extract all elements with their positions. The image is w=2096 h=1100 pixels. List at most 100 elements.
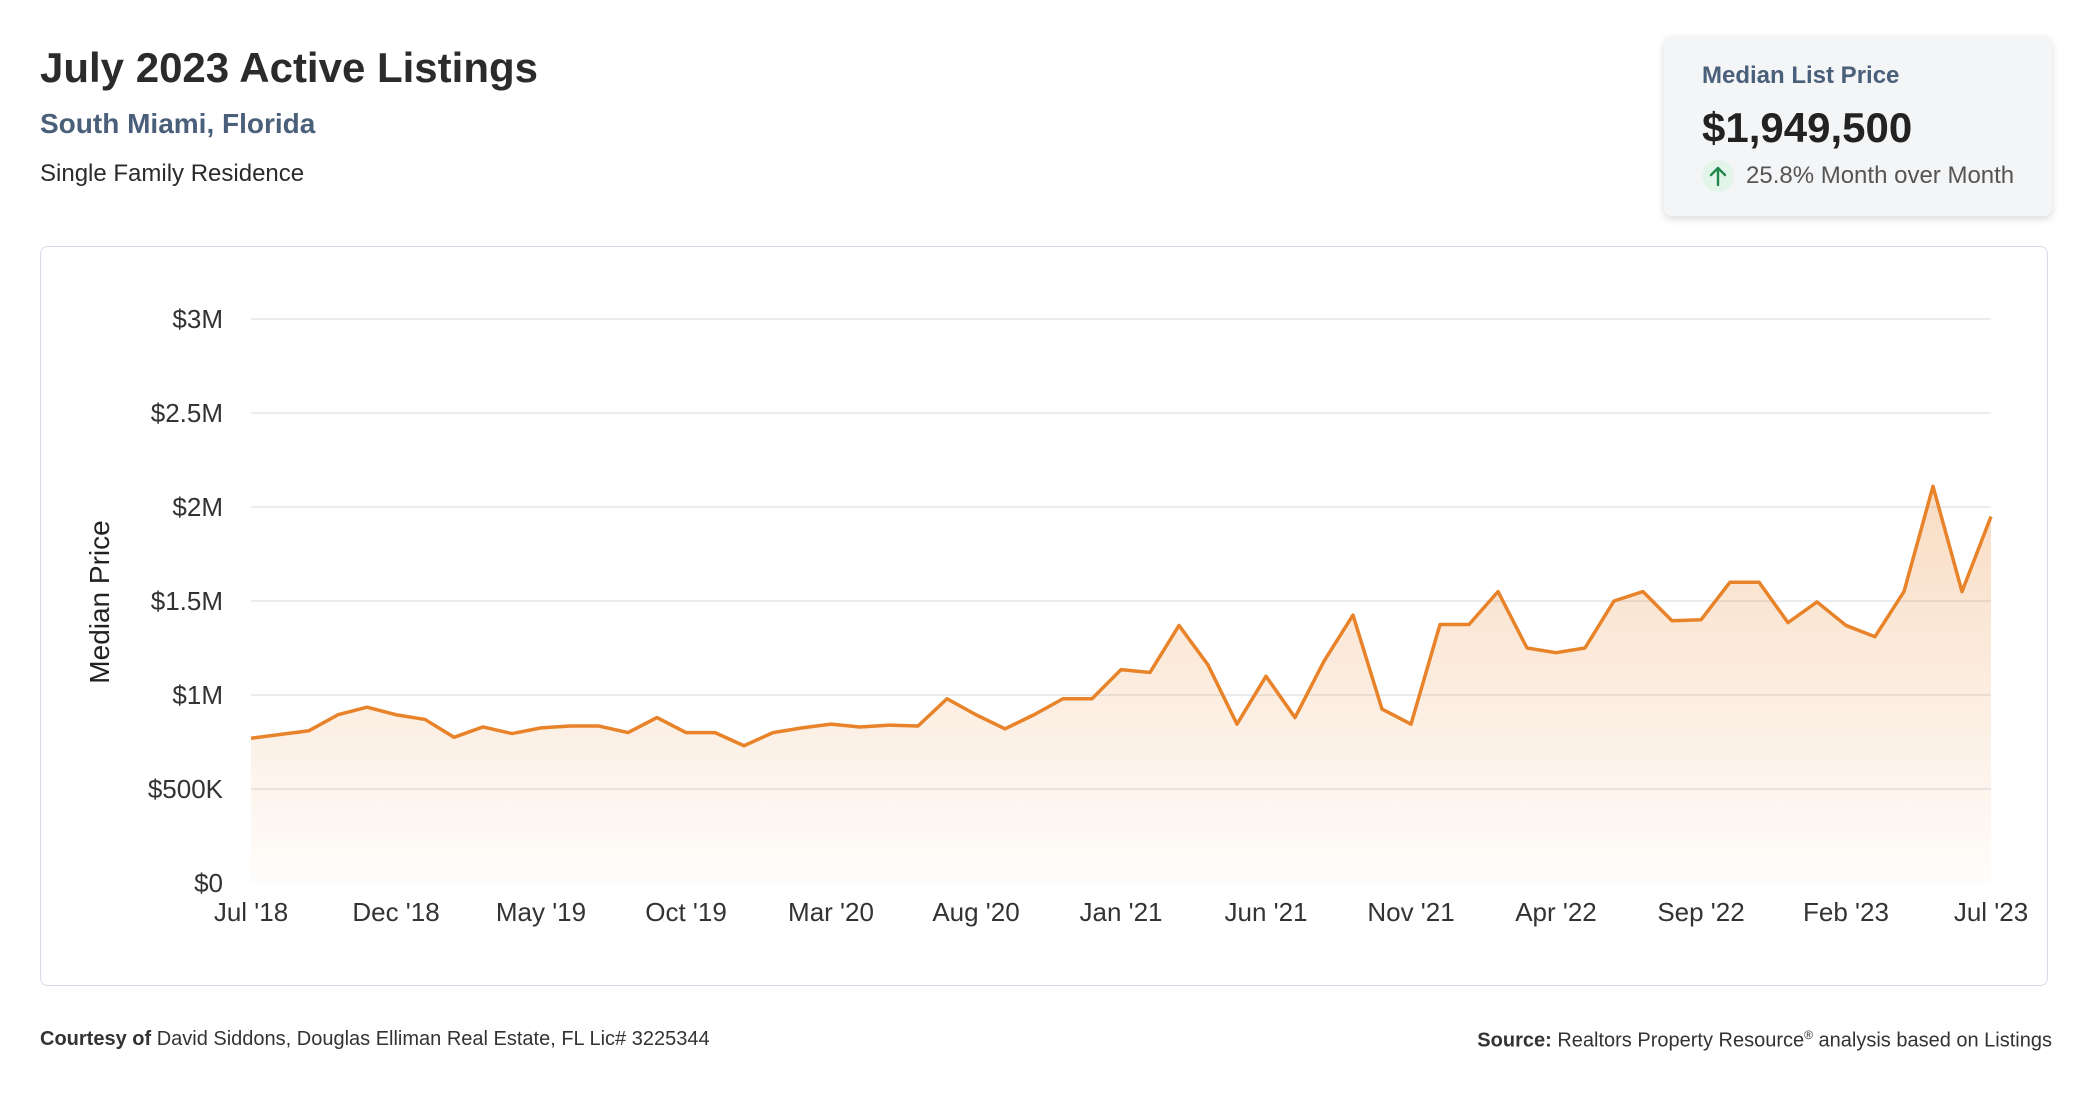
data-point <box>1640 589 1646 595</box>
x-tick-label: Dec '18 <box>352 897 439 927</box>
data-point <box>1205 662 1211 668</box>
y-tick-label: $3M <box>172 304 223 334</box>
data-point <box>1901 589 1907 595</box>
data-point <box>248 735 254 741</box>
change-text: 25.8% Month over Month <box>1746 162 2015 189</box>
data-point <box>886 722 892 728</box>
x-tick-label: Jun '21 <box>1224 897 1307 927</box>
data-point <box>1582 645 1588 651</box>
courtesy-footer: Courtesy of David Siddons, Douglas Ellim… <box>40 1028 710 1051</box>
source-suffix: analysis based on Listings <box>1812 1029 2053 1052</box>
data-point <box>538 725 544 731</box>
data-point <box>1495 589 1501 595</box>
data-point <box>1176 622 1182 628</box>
data-point <box>1321 658 1327 664</box>
price-series-line <box>250 484 1993 748</box>
page-title: July 2023 Active Listings <box>40 44 538 91</box>
median-price-card: Median List Price $1,949,500 25.8% Month… <box>1664 36 2052 216</box>
data-point <box>1437 622 1443 628</box>
data-point <box>567 723 573 729</box>
data-point <box>1553 650 1559 656</box>
data-point <box>1959 589 1965 595</box>
data-point <box>306 728 312 734</box>
y-tick-label: $1.5M <box>151 586 223 616</box>
data-point <box>1843 622 1849 628</box>
month-over-month-change: 25.8% Month over Month <box>1702 160 2014 192</box>
median-price-value: $1,949,500 <box>1702 104 1913 151</box>
data-point <box>1060 696 1066 702</box>
data-point <box>1930 483 1936 489</box>
data-point <box>1118 667 1124 673</box>
data-point <box>944 696 950 702</box>
y-tick-label: $2M <box>172 492 223 522</box>
data-point <box>683 730 689 736</box>
arrow-up-icon <box>1702 160 1734 192</box>
data-point <box>422 716 428 722</box>
x-tick-label: May '19 <box>496 897 586 927</box>
data-point <box>1756 579 1762 585</box>
data-point <box>335 712 341 718</box>
data-point <box>915 723 921 729</box>
median-price-label: Median List Price <box>1702 62 1900 89</box>
data-point <box>712 730 718 736</box>
price-area-fill <box>251 486 1991 883</box>
source-text: Realtors Property Resource <box>1557 1029 1805 1052</box>
data-point <box>1785 620 1791 626</box>
x-tick-label: Jul '18 <box>214 897 288 927</box>
data-point <box>451 734 457 740</box>
x-tick-label: Aug '20 <box>932 897 1019 927</box>
x-tick-label: Feb '23 <box>1803 897 1889 927</box>
source-footer: Source: Realtors Property Resource® anal… <box>1477 1028 2052 1053</box>
data-point <box>1872 634 1878 640</box>
x-tick-label: Jan '21 <box>1079 897 1162 927</box>
data-point <box>770 730 776 736</box>
data-point <box>625 730 631 736</box>
data-point <box>857 724 863 730</box>
data-point <box>1408 721 1414 727</box>
x-tick-label: Sep '22 <box>1657 897 1744 927</box>
data-point <box>799 725 805 731</box>
y-tick-label: $500K <box>148 774 224 804</box>
property-type-label: Single Family Residence <box>40 160 305 187</box>
x-tick-label: Mar '20 <box>788 897 874 927</box>
x-tick-label: Oct '19 <box>645 897 727 927</box>
x-tick-label: Nov '21 <box>1367 897 1454 927</box>
data-point <box>1669 618 1675 624</box>
data-point <box>277 731 283 737</box>
data-point <box>1814 599 1820 605</box>
courtesy-text: David Siddons, Douglas Elliman Real Esta… <box>156 1028 710 1050</box>
data-point <box>364 704 370 710</box>
data-point <box>480 724 486 730</box>
data-point <box>1031 712 1037 718</box>
data-point <box>1698 617 1704 623</box>
data-point <box>1292 715 1298 721</box>
data-point <box>654 715 660 721</box>
data-point <box>1466 622 1472 628</box>
data-point <box>393 712 399 718</box>
data-point <box>1002 726 1008 732</box>
data-point <box>1379 706 1385 712</box>
data-point <box>596 723 602 729</box>
x-tick-label: Jul '23 <box>1954 897 2028 927</box>
source-label: Source: <box>1477 1029 1552 1052</box>
data-point <box>509 731 515 737</box>
data-point <box>973 712 979 718</box>
data-point <box>828 721 834 727</box>
data-point <box>1147 669 1153 675</box>
y-tick-label: $2.5M <box>151 398 223 428</box>
location-subtitle: South Miami, Florida <box>40 108 316 139</box>
courtesy-label: Courtesy of <box>40 1028 152 1050</box>
y-tick-label: $0 <box>194 868 223 898</box>
data-point <box>1727 579 1733 585</box>
data-point <box>1234 721 1240 727</box>
data-point <box>1988 513 1994 519</box>
data-point <box>1524 645 1530 651</box>
x-tick-label: Apr '22 <box>1515 897 1597 927</box>
chart-panel: $0 $500K $1M $1.5M $2M $2.5M $3M Jul '18 Dec '1… <box>40 246 2048 986</box>
median-price-chart: $0 $500K $1M $1.5M $2M $2.5M $3M Jul '18 Dec '1… <box>84 304 2028 927</box>
y-axis-title: Median Price <box>84 520 115 683</box>
y-tick-label: $1M <box>172 680 223 710</box>
data-point <box>1263 673 1269 679</box>
data-point <box>1350 612 1356 618</box>
data-point <box>1089 696 1095 702</box>
